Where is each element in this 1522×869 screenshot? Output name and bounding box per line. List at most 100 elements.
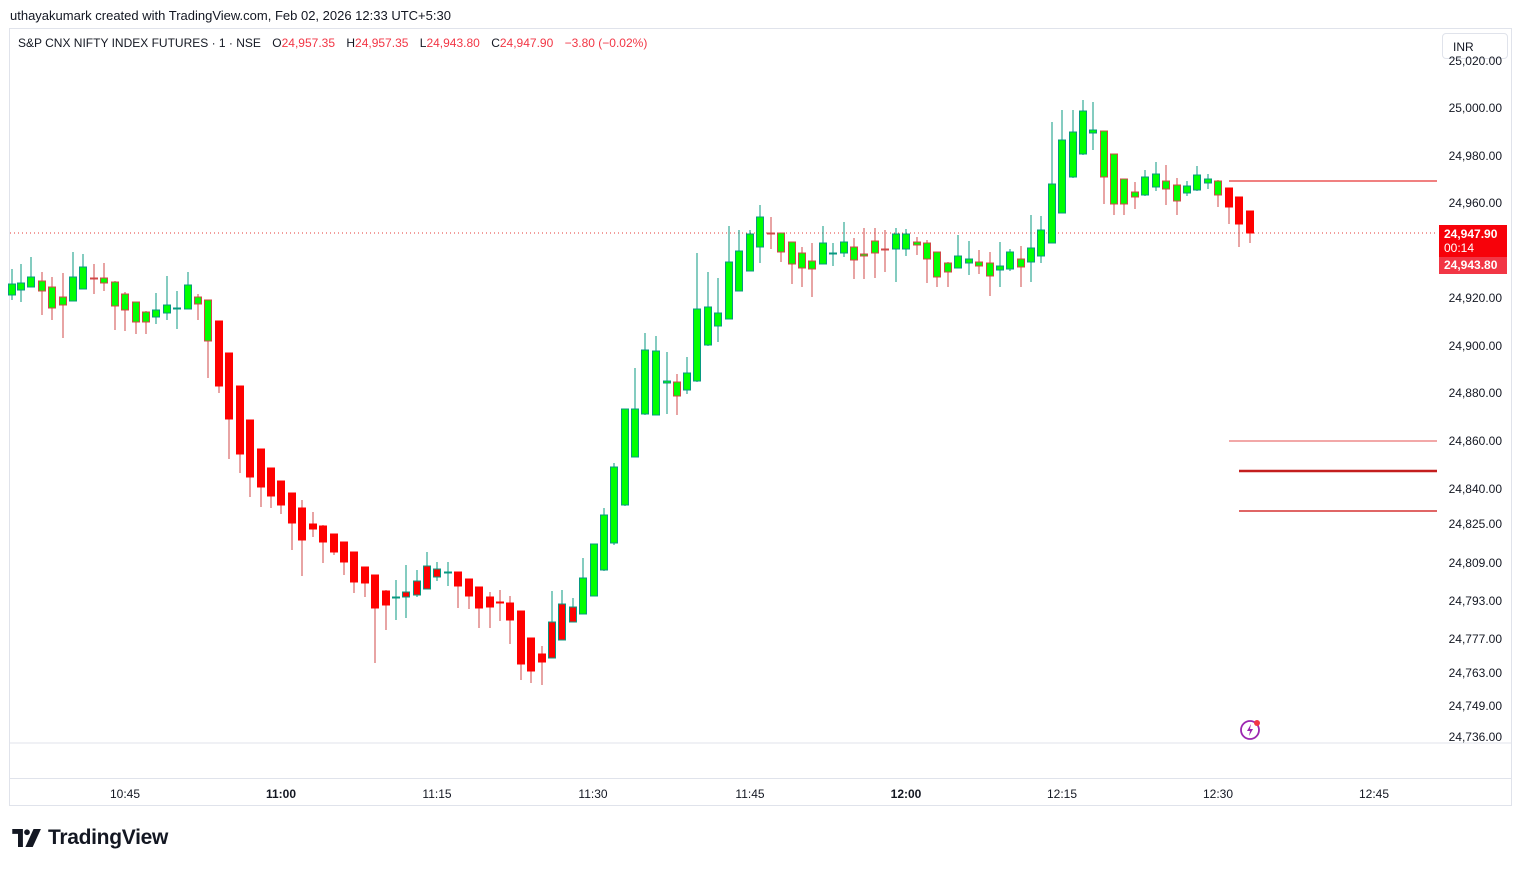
candle <box>454 571 462 608</box>
candle <box>933 251 941 287</box>
open-label: O <box>272 36 282 50</box>
candle <box>652 336 660 416</box>
price-tick-label: 24,825.00 <box>1448 517 1502 531</box>
candle <box>17 264 25 302</box>
candle <box>350 551 358 593</box>
candle <box>1152 162 1160 191</box>
price-tick-label: 24,793.00 <box>1448 594 1502 608</box>
tradingview-logo-icon <box>12 829 41 847</box>
candle <box>590 543 598 597</box>
candle <box>693 253 701 382</box>
candle <box>8 269 16 300</box>
price-tick-label: 24,749.00 <box>1448 699 1502 713</box>
candle <box>829 243 837 266</box>
candle <box>1131 182 1139 209</box>
candle <box>579 558 587 615</box>
candle <box>641 333 649 415</box>
lightning-icon[interactable] <box>1239 718 1263 747</box>
candle <box>746 230 754 272</box>
candle <box>142 311 150 334</box>
candle <box>1037 216 1045 263</box>
candle <box>1120 178 1128 215</box>
candle <box>246 419 254 497</box>
candle <box>506 596 514 644</box>
price-tick-label: 25,020.00 <box>1448 54 1502 68</box>
candle <box>1235 196 1243 247</box>
candle <box>798 247 806 287</box>
candle <box>600 508 608 571</box>
candle <box>330 533 338 555</box>
candle <box>163 276 171 320</box>
candle <box>382 590 390 630</box>
close-value: 24,947.90 <box>499 36 554 50</box>
low-label: L <box>419 36 427 50</box>
candle <box>892 228 900 282</box>
time-tick-label: 12:15 <box>1046 787 1078 801</box>
candle <box>1006 249 1014 271</box>
candle <box>986 252 994 296</box>
candle <box>569 598 577 623</box>
price-tick-label: 24,840.00 <box>1448 482 1502 496</box>
high-value: 24,957.35 <box>355 36 409 50</box>
candle <box>735 230 743 292</box>
candle <box>486 592 494 628</box>
last-price-badge: 24,947.90 00:14 <box>1439 225 1507 257</box>
low-price-badge: 24,943.80 <box>1439 257 1507 274</box>
candle <box>402 565 410 618</box>
price-tick-label: 24,777.00 <box>1448 632 1502 646</box>
candle <box>788 241 796 284</box>
candle <box>1183 181 1191 196</box>
candle <box>944 262 952 287</box>
candle <box>27 257 35 288</box>
candle <box>538 646 546 685</box>
candle <box>465 578 473 609</box>
price-tick-label: 24,763.00 <box>1448 666 1502 680</box>
candle <box>621 408 629 506</box>
candle <box>913 237 921 255</box>
candle <box>714 278 722 342</box>
price-tick-label: 24,860.00 <box>1448 434 1502 448</box>
price-tick-label: 24,980.00 <box>1448 149 1502 163</box>
candle <box>1048 122 1056 244</box>
price-tick-label: 24,809.00 <box>1448 556 1502 570</box>
candle <box>69 252 77 302</box>
currency-selector[interactable]: INR <box>1442 33 1508 59</box>
candle <box>871 228 879 278</box>
candle <box>392 580 400 620</box>
candle <box>840 222 848 257</box>
candle <box>902 229 910 256</box>
candle <box>1214 180 1222 207</box>
low-value: 24,943.80 <box>426 36 480 50</box>
candle <box>132 301 140 334</box>
candle <box>48 277 56 320</box>
candle <box>1027 215 1035 282</box>
candle <box>965 241 973 275</box>
candle <box>121 292 129 331</box>
time-tick-label: 11:00 <box>265 787 297 801</box>
candle <box>111 281 119 330</box>
symbol-name[interactable]: S&P CNX NIFTY INDEX FUTURES · 1 · NSE <box>18 36 261 50</box>
price-tick-label: 24,736.00 <box>1448 730 1502 744</box>
candle <box>215 320 223 393</box>
candle <box>1225 187 1233 224</box>
candle <box>610 463 618 545</box>
candle <box>756 205 764 263</box>
candle <box>663 352 671 414</box>
candle <box>1058 110 1066 214</box>
candle <box>100 263 108 291</box>
candle <box>517 610 525 680</box>
candle <box>236 385 244 473</box>
candle <box>319 525 327 563</box>
symbol-legend: S&P CNX NIFTY INDEX FUTURES · 1 · NSE O2… <box>18 36 647 50</box>
candle <box>277 480 285 514</box>
open-value: 24,957.35 <box>281 36 336 50</box>
time-axis[interactable]: 10:45 11:00 11:15 11:30 11:45 12:00 12:15 12:30… <box>10 778 1511 807</box>
chart-attribution: uthayakumark created with TradingView.co… <box>10 8 451 23</box>
candle <box>1079 100 1087 155</box>
candle <box>1110 153 1118 215</box>
tradingview-brand: TradingView <box>48 826 169 849</box>
candle <box>1162 165 1170 205</box>
candle <box>850 238 858 279</box>
candle <box>996 242 1004 287</box>
